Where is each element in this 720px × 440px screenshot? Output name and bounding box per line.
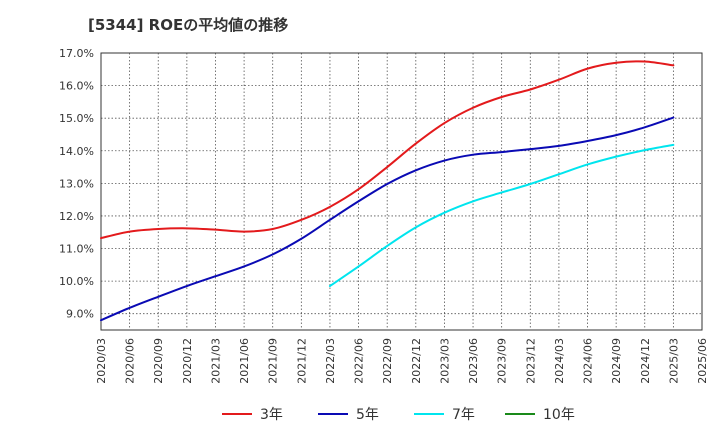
x-tick-label: 2024/09 (610, 338, 623, 384)
y-tick-label: 15.0% (59, 112, 94, 125)
x-tick-label: 2021/06 (238, 338, 251, 384)
y-tick-label: 11.0% (59, 243, 94, 256)
x-tick-label: 2024/06 (582, 338, 595, 384)
x-tick-label: 2020/12 (181, 338, 194, 384)
x-tick-label: 2022/03 (324, 338, 337, 384)
x-tick-label: 2022/09 (381, 338, 394, 384)
x-tick-label: 2021/09 (267, 338, 280, 384)
plot-frame (100, 52, 703, 331)
x-tick-label: 2023/12 (524, 338, 537, 384)
x-tick-label: 2023/06 (467, 338, 480, 384)
legend-label: 5年 (356, 407, 379, 423)
x-tick-label: 2022/12 (410, 338, 423, 384)
x-tick-label: 2024/03 (553, 338, 566, 384)
y-tick-label: 16.0% (59, 80, 94, 93)
x-tick-label: 2025/06 (696, 338, 709, 384)
x-tick-label: 2023/03 (438, 338, 451, 384)
x-tick-label: 2020/09 (152, 338, 165, 384)
series-line-1 (100, 60, 675, 240)
y-tick-label: 10.0% (59, 275, 94, 288)
legend-label: 3年 (260, 407, 283, 423)
x-tick-label: 2021/03 (209, 338, 222, 384)
y-tick-label: 12.0% (59, 210, 94, 223)
y-tick-label: 14.0% (59, 145, 94, 158)
x-tick-label: 2020/03 (95, 338, 108, 384)
x-tick-label: 2025/03 (667, 338, 680, 384)
x-tick-label: 2020/06 (124, 338, 137, 384)
legend-label: 7年 (452, 407, 475, 423)
legend-label: 10年 (543, 407, 575, 423)
x-tick-label: 2021/12 (295, 338, 308, 384)
chart-title: [5344] ROEの平均値の推移 (88, 16, 289, 34)
series-line-3 (328, 143, 675, 288)
x-tick-label: 2023/09 (496, 338, 509, 384)
plot-area (101, 53, 702, 330)
y-tick-label: 13.0% (59, 177, 94, 190)
series-line-2 (100, 116, 675, 322)
x-tick-label: 2022/06 (353, 338, 366, 384)
y-tick-label: 17.0% (59, 47, 94, 60)
y-tick-label: 9.0% (66, 308, 94, 321)
x-tick-label: 2024/12 (639, 338, 652, 384)
